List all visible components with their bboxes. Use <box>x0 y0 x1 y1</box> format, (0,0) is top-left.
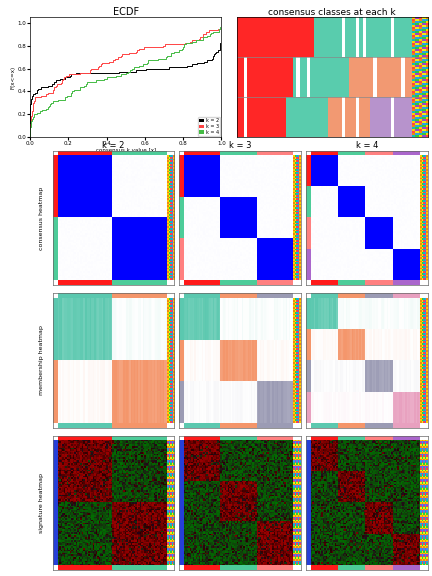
Text: signature heatmap: signature heatmap <box>39 473 44 533</box>
Legend: k = 2, k = 3, k = 4: k = 2, k = 3, k = 4 <box>198 117 220 136</box>
Title: ECDF: ECDF <box>113 6 139 17</box>
Title: consensus classes at each k: consensus classes at each k <box>268 7 396 17</box>
Title: k = 2: k = 2 <box>102 141 125 150</box>
Text: consensus heatmap: consensus heatmap <box>39 186 44 249</box>
X-axis label: consensus k value [x]: consensus k value [x] <box>96 147 156 153</box>
Y-axis label: F(x<=x): F(x<=x) <box>11 66 16 89</box>
Text: membership heatmap: membership heatmap <box>39 325 44 395</box>
Title: k = 4: k = 4 <box>356 141 378 150</box>
Title: k = 3: k = 3 <box>229 141 251 150</box>
